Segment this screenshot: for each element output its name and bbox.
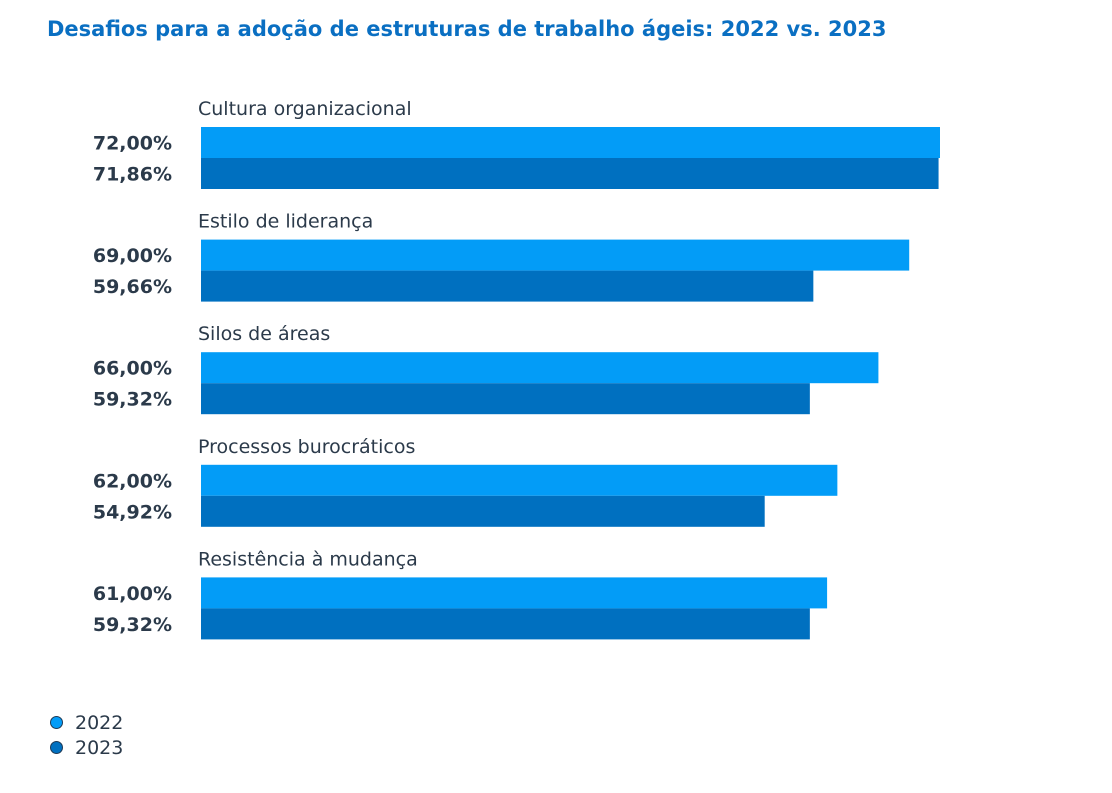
data-label-2022: 62,00% (93, 470, 172, 492)
bar-2023[interactable] (201, 158, 939, 189)
data-label-2022: 66,00% (93, 358, 172, 380)
data-label-2023: 59,32% (93, 389, 172, 411)
category-label: Processos burocráticos (198, 436, 415, 458)
legend: 2022 2023 (50, 710, 123, 760)
data-label-2022: 69,00% (93, 245, 172, 267)
bar-2023[interactable] (201, 270, 814, 302)
legend-label-2022: 2022 (75, 711, 124, 734)
legend-item-2023[interactable]: 2023 (50, 735, 123, 760)
category-label: Resistência à mudança (198, 548, 418, 570)
legend-label-2023: 2023 (75, 736, 124, 759)
bar-2023[interactable] (201, 608, 810, 640)
data-label-2023: 54,92% (93, 501, 172, 523)
bar-2022[interactable] (201, 464, 838, 496)
category-label: Cultura organizacional (198, 98, 412, 120)
legend-swatch-2023-icon (50, 741, 63, 754)
data-label-2023: 59,66% (93, 276, 172, 298)
data-label-2022: 72,00% (93, 133, 172, 155)
data-label-2022: 61,00% (93, 583, 172, 605)
legend-swatch-2022-icon (50, 716, 63, 729)
category-label: Estilo de liderança (198, 211, 373, 233)
legend-item-2022[interactable]: 2022 (50, 710, 123, 735)
chart-title: Desafios para a adoção de estruturas de … (47, 17, 887, 41)
bar-chart: Cultura organizacional 72,00% 71,86% Estilo… (93, 98, 940, 640)
category-label: Silos de áreas (198, 323, 330, 345)
bar-2023[interactable] (201, 495, 765, 527)
bar-2022[interactable] (201, 577, 828, 609)
bar-2022[interactable] (201, 352, 879, 384)
data-label-2023: 59,32% (93, 614, 172, 636)
bar-2022[interactable] (201, 127, 940, 158)
data-label-2023: 71,86% (93, 164, 172, 186)
bar-2023[interactable] (201, 383, 810, 415)
bar-2022[interactable] (201, 239, 910, 271)
